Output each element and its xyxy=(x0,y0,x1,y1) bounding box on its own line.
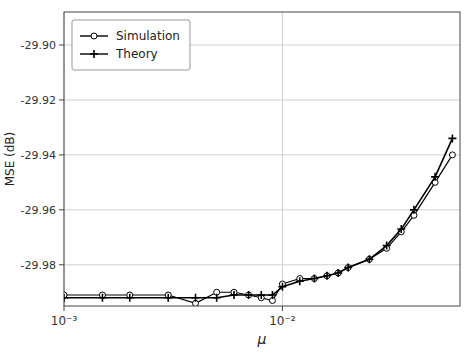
marker-plus xyxy=(245,291,253,299)
x-axis-label: μ xyxy=(257,331,267,347)
x-tick xyxy=(282,306,283,311)
y-tick-label: -29.98 xyxy=(21,259,56,272)
y-grid-line xyxy=(64,99,460,100)
x-tick-label: 10⁻² xyxy=(269,314,296,328)
marker-circle xyxy=(345,265,351,271)
legend-label: Theory xyxy=(115,47,158,61)
y-grid-line xyxy=(64,209,460,210)
y-tick xyxy=(59,209,64,210)
series xyxy=(64,134,456,301)
series-line xyxy=(64,138,452,297)
y-tick xyxy=(59,44,64,45)
marker-circle xyxy=(449,152,455,158)
marker-plus xyxy=(257,291,265,299)
marker-plus xyxy=(397,225,405,233)
page: {"chart_data": { "type": "line", "xlabel… xyxy=(0,0,474,352)
x-grid-line xyxy=(282,12,283,306)
marker-plus xyxy=(213,294,221,302)
y-tick-label: -29.92 xyxy=(21,94,56,107)
series xyxy=(64,152,455,306)
marker-circle xyxy=(246,292,252,298)
marker-plus xyxy=(383,242,391,250)
marker-plus xyxy=(126,294,134,302)
marker-plus xyxy=(296,277,304,285)
marker-plus xyxy=(410,206,418,214)
y-tick-label: -29.96 xyxy=(21,204,56,217)
marker-circle xyxy=(324,273,330,279)
marker-plus xyxy=(334,269,342,277)
x-tick xyxy=(64,306,65,311)
plot-frame xyxy=(64,12,460,306)
y-tick-label: -29.94 xyxy=(21,149,56,162)
y-tick xyxy=(59,99,64,100)
legend-label: Simulation xyxy=(116,29,180,43)
y-tick xyxy=(59,264,64,265)
marker-plus xyxy=(448,134,456,142)
marker-circle xyxy=(335,270,341,276)
marker-plus xyxy=(230,291,238,299)
grid xyxy=(64,12,460,306)
y-tick xyxy=(59,154,64,155)
marker-plus xyxy=(98,294,106,302)
ticks: 10⁻³ 10⁻² -29.98 -29.96 -29.94 -29.92 -29.90 xyxy=(21,39,296,328)
legend: Simulation Theory xyxy=(72,20,190,70)
marker-plus xyxy=(64,294,68,302)
marker-plus xyxy=(310,275,318,283)
y-tick-label: -29.90 xyxy=(21,39,56,52)
plot-background xyxy=(64,12,460,306)
marker-plus xyxy=(431,173,439,181)
marker-plus xyxy=(344,264,352,272)
data xyxy=(64,134,456,306)
marker-circle xyxy=(91,33,97,39)
marker-plus xyxy=(164,294,172,302)
y-grid-line xyxy=(64,154,460,155)
marker-plus xyxy=(90,50,98,58)
marker-circle xyxy=(311,276,317,282)
series-line xyxy=(64,155,452,303)
chart: 10⁻³ 10⁻² -29.98 -29.96 -29.94 -29.92 -29.90 μ M… xyxy=(0,0,474,352)
marker-plus xyxy=(268,291,276,299)
marker-plus xyxy=(323,272,331,280)
marker-plus xyxy=(278,283,286,291)
y-axis-label: MSE (dB) xyxy=(3,132,17,187)
marker-plus xyxy=(365,255,373,263)
y-grid-line xyxy=(64,264,460,265)
x-tick-label: 10⁻³ xyxy=(51,314,78,328)
legend-box xyxy=(72,20,190,70)
marker-plus xyxy=(192,294,200,302)
